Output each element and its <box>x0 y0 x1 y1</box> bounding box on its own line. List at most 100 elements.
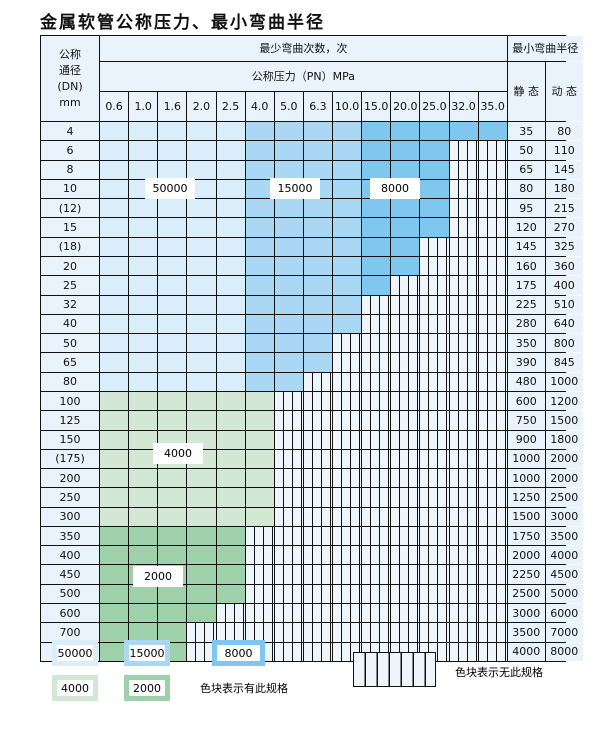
spec-cell <box>362 122 391 141</box>
spec-cell <box>245 314 274 334</box>
spec-cell <box>100 179 129 199</box>
no-spec-cell <box>420 623 449 642</box>
spec-cell <box>303 334 332 353</box>
spec-cell <box>158 411 187 430</box>
spec-cell <box>333 314 362 334</box>
dn-header-line: (DN) <box>57 79 83 93</box>
static-radius-cell: 280 <box>507 314 545 334</box>
spec-cell <box>158 141 187 160</box>
spec-cell <box>245 237 274 256</box>
no-spec-cell <box>274 546 303 565</box>
spec-cell <box>274 256 303 276</box>
no-spec-cell <box>420 334 449 353</box>
no-spec-cell <box>333 623 362 642</box>
spec-cell <box>245 391 274 411</box>
spec-cell <box>420 160 449 179</box>
spec-cell <box>187 546 216 565</box>
static-radius-cell: 2500 <box>507 584 545 604</box>
no-spec-cell <box>449 160 478 179</box>
legend-15000: 15000 <box>124 640 170 666</box>
no-spec-cell <box>420 546 449 565</box>
dynamic-radius-cell: 845 <box>545 353 583 372</box>
spec-cell <box>216 122 245 141</box>
spec-cell <box>129 199 158 218</box>
no-spec-cell <box>478 372 507 391</box>
static-radius-cell: 1750 <box>507 526 545 546</box>
spec-cell <box>187 256 216 276</box>
no-spec-cell <box>449 526 478 546</box>
spec-cell <box>245 449 274 469</box>
dynamic-radius-cell: 2500 <box>545 488 583 507</box>
dn-cell: 4 <box>41 122 99 141</box>
spec-cell <box>245 141 274 160</box>
spec-cell <box>187 199 216 218</box>
spec-cell <box>303 256 332 276</box>
no-spec-cell <box>391 353 420 372</box>
spec-cell <box>245 122 274 141</box>
dn-cell: (18) <box>41 237 99 256</box>
pressure-col-header: 1.0 <box>129 92 158 121</box>
spec-cell <box>245 507 274 526</box>
spec-cell <box>391 218 420 237</box>
spec-cell <box>100 546 129 565</box>
no-spec-cell <box>187 623 216 642</box>
spec-cell <box>333 179 362 199</box>
no-spec-cell <box>478 256 507 276</box>
no-spec-cell <box>449 218 478 237</box>
region-label-4000: 4000 <box>153 443 203 464</box>
spec-cell <box>245 411 274 430</box>
spec-cell <box>100 507 129 526</box>
spec-cell <box>129 295 158 314</box>
spec-cell <box>333 199 362 218</box>
no-spec-cell <box>362 295 391 314</box>
no-spec-cell <box>391 430 420 449</box>
no-spec-cell <box>449 642 478 661</box>
spec-cell <box>158 507 187 526</box>
spec-cell <box>129 141 158 160</box>
no-spec-cell <box>303 584 332 604</box>
no-spec-cell <box>420 256 449 276</box>
spec-cell <box>100 488 129 507</box>
spec-cell <box>100 372 129 391</box>
spec-cell <box>129 488 158 507</box>
spec-cell <box>100 430 129 449</box>
no-spec-cell <box>274 507 303 526</box>
no-spec-cell <box>274 411 303 430</box>
no-spec-cell <box>333 391 362 411</box>
no-spec-cell <box>333 334 362 353</box>
legend-8000: 8000 <box>212 640 265 666</box>
no-spec-cell <box>391 507 420 526</box>
pressure-col-header: 15.0 <box>362 92 391 121</box>
no-spec-cell <box>216 604 245 623</box>
no-spec-cell <box>187 642 216 661</box>
spec-cell <box>129 372 158 391</box>
no-spec-cell <box>449 488 478 507</box>
spec-cell <box>187 122 216 141</box>
spec-cell <box>187 469 216 488</box>
no-spec-cell <box>478 295 507 314</box>
spec-cell <box>391 199 420 218</box>
bend-count-header: 最少弯曲次数，次 <box>100 36 507 61</box>
no-spec-cell <box>362 488 391 507</box>
spec-cell <box>216 314 245 334</box>
no-spec-cell <box>391 526 420 546</box>
spec-cell <box>187 411 216 430</box>
dynamic-radius-cell: 180 <box>545 179 583 199</box>
dynamic-radius-cell: 510 <box>545 295 583 314</box>
static-radius-cell: 350 <box>507 334 545 353</box>
no-spec-cell <box>274 488 303 507</box>
dn-cell: 100 <box>41 391 99 411</box>
pressure-col-header: 5.0 <box>274 92 303 121</box>
no-spec-cell <box>362 353 391 372</box>
spec-cell <box>100 256 129 276</box>
dynamic-radius-cell: 80 <box>545 122 583 141</box>
no-spec-cell <box>449 179 478 199</box>
no-spec-cell <box>420 353 449 372</box>
static-radius-cell: 900 <box>507 430 545 449</box>
no-spec-cell <box>449 372 478 391</box>
no-spec-cell <box>333 469 362 488</box>
dn-header: 公称 通径 (DN) mm <box>41 36 99 121</box>
static-radius-cell: 390 <box>507 353 545 372</box>
no-spec-cell <box>303 604 332 623</box>
spec-cell <box>420 179 449 199</box>
